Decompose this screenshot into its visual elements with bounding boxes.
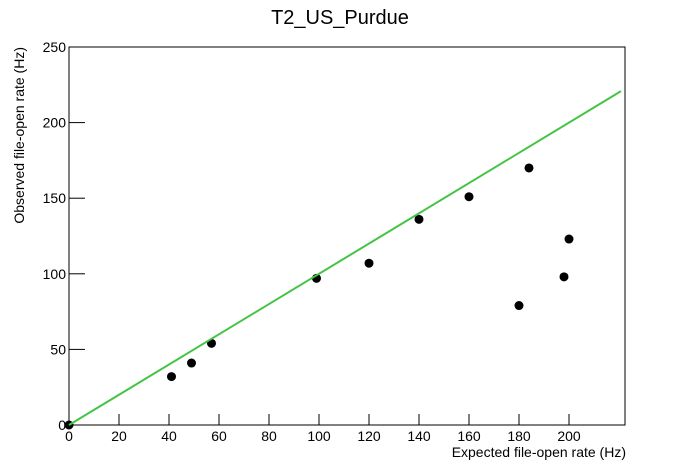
x-tick-label: 140 <box>407 428 431 444</box>
data-point <box>524 163 534 173</box>
data-point <box>414 214 424 224</box>
data-point <box>514 301 524 311</box>
x-tick-label: 0 <box>65 428 73 444</box>
y-tick-label: 150 <box>43 190 67 206</box>
data-point <box>167 372 176 382</box>
x-tick-label: 120 <box>357 428 381 444</box>
x-tick-label: 60 <box>211 428 227 444</box>
data-point <box>187 358 196 368</box>
x-axis-label: Expected file-open rate (Hz) <box>452 444 626 460</box>
x-tick-label: 160 <box>457 428 481 444</box>
x-tick-label: 40 <box>161 428 177 444</box>
x-tick-label: 200 <box>557 428 581 444</box>
x-tick-label: 100 <box>307 428 331 444</box>
x-tick-label: 80 <box>261 428 277 444</box>
y-tick-label: 200 <box>43 115 67 131</box>
data-point <box>559 272 569 282</box>
y-tick-label: 50 <box>50 341 66 357</box>
plot-frame <box>68 46 626 426</box>
x-tick-label: 20 <box>111 428 127 444</box>
x-tick-label: 180 <box>507 428 531 444</box>
y-tick-label: 0 <box>58 417 66 433</box>
fit-line <box>68 90 622 426</box>
chart-title: T2_US_Purdue <box>271 7 409 29</box>
data-point <box>464 192 474 202</box>
y-tick-label: 100 <box>43 266 67 282</box>
data-point <box>364 258 374 268</box>
data-point <box>564 234 574 244</box>
y-tick-label: 250 <box>43 39 67 55</box>
y-axis-label: Observed file-open rate (Hz) <box>11 47 27 224</box>
